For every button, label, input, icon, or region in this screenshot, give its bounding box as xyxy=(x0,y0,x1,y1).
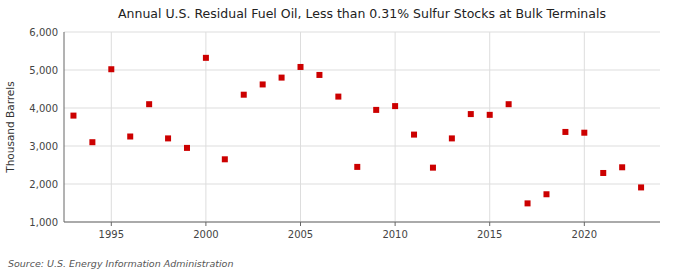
point xyxy=(203,55,209,61)
point xyxy=(184,145,190,151)
point xyxy=(638,184,644,190)
x-axis-line xyxy=(64,222,660,223)
tick-label: 2000 xyxy=(193,229,218,240)
point xyxy=(108,66,114,72)
tick-label: 2020 xyxy=(572,229,597,240)
chart-container: Annual U.S. Residual Fuel Oil, Less than… xyxy=(0,0,675,275)
point xyxy=(316,72,322,78)
point xyxy=(165,135,171,141)
grid-line xyxy=(64,32,660,33)
point xyxy=(487,112,493,118)
grid-line xyxy=(395,32,396,222)
tick-mark xyxy=(205,222,206,226)
point xyxy=(392,103,398,109)
tick-label: 1,000 xyxy=(29,217,58,228)
grid-line xyxy=(584,32,585,222)
point xyxy=(600,170,606,176)
tick-mark xyxy=(395,222,396,226)
title: Annual U.S. Residual Fuel Oil, Less than… xyxy=(118,6,606,21)
tick-label: 2010 xyxy=(382,229,407,240)
points xyxy=(70,55,644,207)
chart: Annual U.S. Residual Fuel Oil, Less than… xyxy=(0,0,675,275)
grid-line xyxy=(111,32,112,222)
tick-mark xyxy=(300,222,301,226)
grid-line xyxy=(489,32,490,222)
point xyxy=(354,164,360,170)
point xyxy=(506,101,512,107)
point xyxy=(89,139,95,145)
grid-line xyxy=(64,70,660,71)
y-axis-line xyxy=(64,32,65,222)
point xyxy=(525,200,531,206)
tick-mark xyxy=(489,222,490,226)
grid-line xyxy=(64,146,660,147)
tick-mark xyxy=(584,222,585,226)
source-note: Source: U.S. Energy Information Administ… xyxy=(8,258,233,269)
point xyxy=(543,191,549,197)
tick-label: 5,000 xyxy=(29,65,58,76)
tick-label: 2005 xyxy=(288,229,313,240)
point xyxy=(222,156,228,162)
point xyxy=(127,134,133,140)
point xyxy=(562,129,568,135)
tick-label: 2,000 xyxy=(29,179,58,190)
tick-label: 3,000 xyxy=(29,141,58,152)
point xyxy=(260,81,266,87)
y-axis-label: Thousand Barrels xyxy=(4,81,16,173)
point xyxy=(581,130,587,136)
grid-line xyxy=(64,222,660,223)
point xyxy=(298,64,304,70)
tick-label: 1995 xyxy=(99,229,124,240)
grid xyxy=(64,32,660,222)
point xyxy=(411,132,417,138)
point xyxy=(241,92,247,98)
grid-line xyxy=(64,184,660,185)
point xyxy=(449,135,455,141)
grid-line xyxy=(64,108,660,109)
point xyxy=(468,111,474,117)
tick-label: 6,000 xyxy=(29,27,58,38)
point xyxy=(279,75,285,81)
page: {"chart_data": {"type": "scatter", "titl… xyxy=(0,0,675,275)
grid-line xyxy=(300,32,301,222)
tick-label: 2015 xyxy=(477,229,502,240)
tick-label: 4,000 xyxy=(29,103,58,114)
point xyxy=(430,165,436,171)
point xyxy=(70,113,76,119)
tick-mark xyxy=(111,222,112,226)
point xyxy=(335,94,341,100)
point xyxy=(146,101,152,107)
point xyxy=(373,107,379,113)
point xyxy=(619,164,625,170)
